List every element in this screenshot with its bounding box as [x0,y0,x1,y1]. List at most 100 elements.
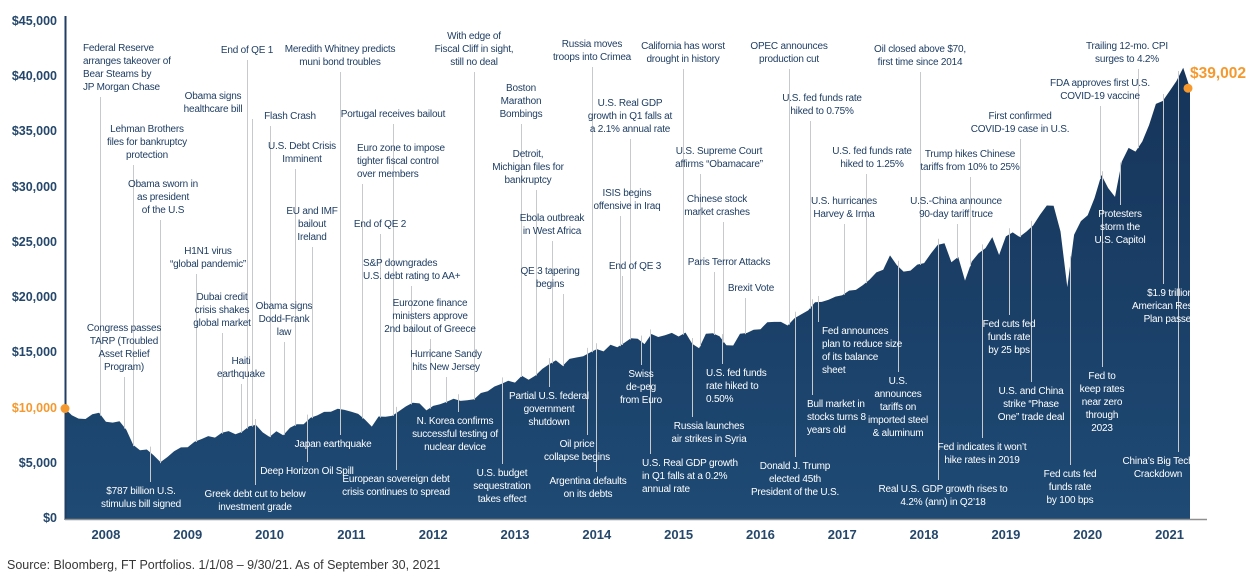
market-growth-area [65,67,1190,520]
end-point-dot [1183,83,1193,93]
y-axis-tick-label: $5,000 [18,455,57,470]
annotation-label: Meredith Whitney predicts muni bond trou… [284,44,396,68]
x-axis-year-label: 2011 [337,527,366,542]
annotation-label: Greek debt cut to below investment grade [204,489,306,513]
x-axis-year-label: 2012 [418,527,448,542]
annotation-label: Deep Horizon Oil Spill [260,466,354,477]
annotation-label: Partial U.S. federal government shutdown [509,391,589,428]
annotation-label: EU and IMF bailout Ireland [286,206,338,243]
annotation-label: Fed to keep rates near zero through 2023 [1079,371,1125,434]
annotation-label: Fed announces plan to reduce size of its… [822,326,903,376]
x-axis-year-label: 2017 [827,527,857,542]
annotation-label: $787 billion U.S. stimulus bill signed [101,486,181,510]
x-axis-year-label: 2010 [255,527,284,542]
annotation-label: Japan earthquake [294,439,372,450]
annotation-label: Fed cuts fed funds rate by 25 bps [982,319,1036,356]
x-axis-year-label: 2009 [173,527,203,542]
x-axis-year-label: 2015 [664,527,694,542]
x-axis-year-label: 2013 [500,527,530,542]
annotation-label: Obama signs Dodd-Frank law [255,301,313,338]
annotation-label: With edge of Fiscal Cliff in sight, stil… [434,31,514,68]
annotation-label: U.S. fed funds rate hiked to 0.50% [706,368,767,405]
annotation-label: OPEC announces production cut [750,41,828,65]
annotation-label: Federal Reserve arranges takeover of Bea… [83,43,171,93]
annotation-label: Paris Terror Attacks [687,257,771,268]
annotation-label: S&P downgrades U.S. debt rating to AA+ [363,258,461,282]
annotation-label: N. Korea confirms successful testing of … [412,416,498,453]
annotation-label: $1.9 trillion American Rescue Plan passe… [1132,288,1208,325]
annotation-label: U.S. Supreme Court affirms “Obamacare” [675,146,763,170]
annotation-label: Flash Crash [264,111,316,122]
annotation-label: Haiti earthquake [216,356,266,380]
x-axis-year-label: 2014 [582,527,612,542]
annotation-label: ISIS begins offensive in Iraq [593,188,661,212]
annotation-label: Boston Marathon Bombings [499,83,543,120]
annotation-label: Portugal receives bailout [340,109,446,120]
annotation-label: Bull market in stocks turns 8 years old [807,399,866,436]
annotation-label: Obama signs healthcare bill [183,91,243,115]
annotation-label: China’s Big Tech Crackdown [1122,456,1194,480]
annotation-label: Dubai credit crisis shakes global market [193,292,251,329]
annotation-label: H1N1 virus “global pandemic” [169,246,247,270]
y-axis-tick-label: $45,000 [11,14,57,28]
y-axis-tick-label: $25,000 [11,234,57,249]
annotation-label: Obama sworn in as president of the U.S [127,179,199,216]
annotation-label: Hurricane Sandy hits New Jersey [410,349,482,373]
annotation-label: FDA approves first U.S. COVID-19 vaccine [1050,78,1150,102]
x-axis-year-label: 2018 [909,527,939,542]
annotation-label: Donald J. Trump elected 45th President o… [750,461,840,498]
annotation-label: U.S. fed funds rate hiked to 0.75% [782,93,862,117]
y-axis-tick-label: $40,000 [11,69,57,84]
annotation-label: QE 3 tapering begins [520,266,580,290]
x-axis-year-label: 2021 [1155,527,1184,542]
annotation-label: Swiss de-peg from Euro [619,369,663,406]
annotation-label: End of QE 3 [608,261,662,272]
annotation-label: California has worst drought in history [641,41,725,65]
annotation-label: U.S. and China strike “Phase One” trade … [997,386,1065,423]
y-axis-start-value-label: $10,000 [11,400,57,415]
annotation-label: Fed indicates it won’t hike rates in 201… [937,442,1027,466]
annotation-label: Ebola outbreak in West Africa [519,213,585,237]
annotation-label: Fed cuts fed funds rate by 100 bps [1043,469,1097,506]
y-axis-tick-label: $15,000 [11,345,57,360]
x-axis-year-label: 2019 [991,527,1021,542]
annotation-label: U.S. announces tariffs on imported steel… [867,376,929,439]
annotation-label: Euro zone to impose tighter fiscal contr… [357,143,445,180]
annotation-label: First confirmed COVID-19 case in U.S. [970,111,1070,135]
y-axis-tick-label: $0 [43,511,57,525]
annotation-label: Eurozone finance ministers approve 2nd b… [384,298,476,335]
annotation-label: Russia launches air strikes in Syria [671,421,747,445]
annotation-label: Trump hikes Chinese tariffs from 10% to … [920,149,1020,173]
annotation-label: Lehman Brothers files for bankruptcy pro… [107,124,187,161]
y-axis-tick-label: $30,000 [11,179,57,194]
x-axis-year-label: 2008 [91,527,121,542]
annotation-label: U.S. budget sequestration takes effect [473,468,531,505]
annotation-label: End of QE 2 [353,219,407,230]
start-point-dot [60,404,70,414]
annotation-label: U.S. fed funds rate hiked to 1.25% [832,146,912,170]
end-value-label: $39,002 [1190,65,1246,82]
x-axis-year-label: 2016 [745,527,775,542]
source-note: Source: Bloomberg, FT Portfolios. 1/1/08… [7,558,441,572]
annotation-label: U.S. hurricanes Harvey & Irma [811,196,877,220]
annotation-label: Congress passes TARP (Troubled Asset Rel… [86,323,162,373]
annotation-label: Protesters storm the U.S. Capitol [1094,209,1146,246]
annotation-label: U.S. Debt Crisis Imminent [268,141,336,165]
annotation-label: Oil price collapse begins [544,439,610,463]
annotation-label: U.S. Real GDP growth in Q1 falls at a 2.… [587,98,673,135]
y-axis-tick-label: $20,000 [11,290,57,305]
annotation-label: Argentina defaults on its debts [549,476,627,500]
annotation-label: Brexit Vote [727,283,775,294]
annotation-label: U.S.-China announce 90-day tariff truce [910,196,1002,220]
annotation-label: European sovereign debt crisis continues… [342,474,450,498]
annotation-label: Real U.S. GDP growth rises to 4.2% (ann)… [878,484,1008,508]
annotation-label: U.S. Real GDP growth in Q1 falls at a 0.… [642,458,738,495]
x-axis-year-label: 2020 [1073,527,1103,542]
annotation-label: Russia moves troops into Crimea [552,39,632,63]
annotation-label: Trailing 12-mo. CPI surges to 4.2% [1086,41,1168,65]
annotation-label: End of QE 1 [220,45,274,56]
annotation-label: Chinese stock market crashes [684,194,750,218]
annotation-label: Oil closed above $70, first time since 2… [874,44,966,68]
